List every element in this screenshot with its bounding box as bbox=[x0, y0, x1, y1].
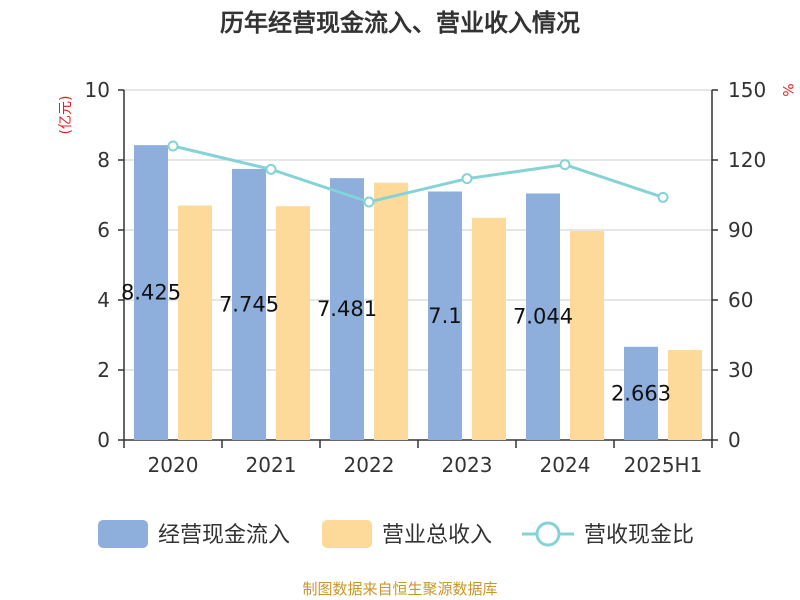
legend: 经营现金流入 营业总收入 营收现金比 bbox=[98, 520, 694, 548]
bar-cash-inflow bbox=[624, 346, 658, 440]
grid-lines bbox=[124, 89, 712, 371]
left-tick-label: 0 bbox=[97, 428, 110, 452]
ratio-point bbox=[363, 196, 375, 208]
legend-label-cash-inflow: 经营现金流入 bbox=[158, 523, 290, 548]
bar-cash-inflow bbox=[134, 145, 168, 440]
left-axis-unit: (亿元) bbox=[58, 96, 74, 135]
right-tick-label: 150 bbox=[728, 78, 766, 102]
left-tick-label: 4 bbox=[97, 288, 110, 312]
data-label-cash-inflow: 7.481 bbox=[317, 297, 377, 321]
legend-marker-ratio bbox=[535, 521, 561, 547]
x-axis-ticks: 2020 2021 2022 2023 2024 2025H1 bbox=[123, 440, 713, 477]
right-axis-ticks: 0 30 60 90 120 150 bbox=[712, 78, 766, 452]
x-tick-label: 2022 bbox=[344, 453, 395, 477]
right-tick-label: 30 bbox=[728, 358, 753, 382]
data-label-cash-inflow: 2.663 bbox=[611, 381, 671, 405]
x-tick-label: 2020 bbox=[148, 453, 199, 477]
legend-item-ratio[interactable]: 营收现金比 bbox=[522, 521, 694, 548]
right-axis-unit: % bbox=[779, 83, 795, 96]
bar-cash-inflow bbox=[526, 193, 560, 440]
bar-cash-inflow bbox=[428, 191, 462, 440]
right-tick-label: 90 bbox=[728, 218, 753, 242]
data-label-cash-inflow: 8.425 bbox=[121, 281, 181, 305]
source-note: 制图数据来自恒生聚源数据库 bbox=[302, 580, 497, 598]
bar-cash-inflow bbox=[330, 178, 364, 441]
ratio-point bbox=[559, 159, 571, 171]
data-labels: 8.425 7.745 7.481 7.1 7.044 2.663 bbox=[121, 281, 671, 406]
ratio-line bbox=[167, 140, 669, 208]
bars bbox=[134, 145, 702, 441]
ratio-point bbox=[461, 173, 473, 185]
ratio-line-path bbox=[172, 144, 664, 204]
right-tick-label: 120 bbox=[728, 148, 766, 172]
x-tick-label: 2024 bbox=[540, 453, 591, 477]
left-tick-label: 10 bbox=[85, 78, 110, 102]
bar-revenue bbox=[374, 182, 408, 440]
legend-item-revenue[interactable]: 营业总收入 bbox=[322, 520, 492, 548]
right-tick-label: 60 bbox=[728, 288, 753, 312]
ratio-point bbox=[657, 191, 669, 203]
left-tick-label: 2 bbox=[97, 358, 110, 382]
ratio-point bbox=[167, 140, 179, 152]
bar-revenue bbox=[276, 206, 310, 440]
legend-item-cash-inflow[interactable]: 经营现金流入 bbox=[98, 520, 290, 548]
left-tick-label: 8 bbox=[97, 148, 110, 172]
legend-swatch-revenue bbox=[322, 520, 372, 548]
left-tick-label: 6 bbox=[97, 218, 110, 242]
bar-revenue bbox=[570, 231, 604, 440]
x-tick-label: 2025H1 bbox=[624, 453, 703, 477]
bar-cash-inflow bbox=[232, 168, 266, 441]
legend-label-ratio: 营收现金比 bbox=[584, 523, 694, 548]
data-label-cash-inflow: 7.044 bbox=[513, 305, 573, 329]
data-label-cash-inflow: 7.745 bbox=[219, 292, 279, 316]
x-tick-label: 2023 bbox=[442, 453, 493, 477]
bar-revenue bbox=[472, 217, 506, 440]
legend-label-revenue: 营业总收入 bbox=[382, 523, 492, 548]
legend-swatch-cash-inflow bbox=[98, 520, 148, 548]
right-tick-label: 0 bbox=[728, 428, 741, 452]
x-tick-label: 2021 bbox=[246, 453, 297, 477]
chart-title: 历年经营现金流入、营业收入情况 bbox=[220, 9, 580, 37]
bar-revenue bbox=[178, 205, 212, 440]
ratio-point bbox=[265, 163, 277, 175]
data-label-cash-inflow: 7.1 bbox=[428, 304, 461, 328]
left-axis-ticks: 0 2 4 6 8 10 bbox=[85, 78, 124, 452]
bar-revenue bbox=[668, 350, 702, 440]
